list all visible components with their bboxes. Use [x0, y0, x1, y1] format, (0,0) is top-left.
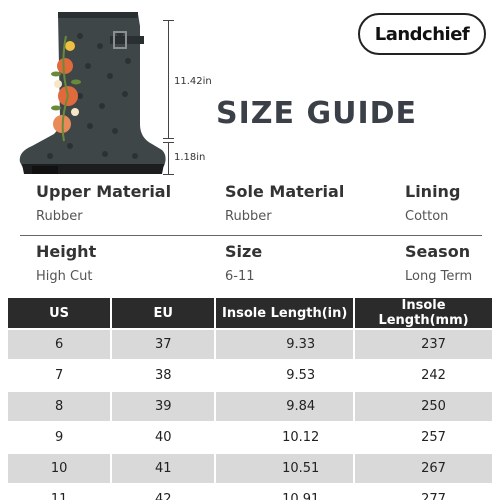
dimension-tick — [163, 138, 174, 139]
spec-upper-material: Upper Material Rubber — [36, 182, 171, 224]
cell-insole-in: 10.51 — [216, 454, 354, 483]
dimension-tick — [163, 174, 174, 175]
cell-insole-mm: 257 — [355, 423, 492, 452]
column-header-us: US — [8, 298, 111, 328]
heel-height-line — [168, 142, 169, 174]
spec-label: Season — [405, 242, 471, 261]
cell-insole-in: 10.12 — [216, 423, 354, 452]
table-row: 6 37 9.33 237 — [8, 330, 492, 359]
cell-eu: 37 — [112, 330, 215, 359]
spec-lining: Lining Cotton — [405, 182, 460, 224]
cell-insole-mm: 250 — [355, 392, 492, 421]
shaft-height-line — [168, 20, 169, 138]
spec-row-fit: Height High Cut Size 6-11 Season Long Te… — [0, 242, 500, 302]
cell-eu: 39 — [112, 392, 215, 421]
cell-eu: 38 — [112, 361, 215, 390]
table-row: 8 39 9.84 250 — [8, 392, 492, 421]
cell-eu: 40 — [112, 423, 215, 452]
size-chart-table: US EU Insole Length(in) Insole Length(mm… — [6, 296, 494, 500]
brand-logo: Landchief — [358, 13, 486, 55]
spec-value: 6-11 — [225, 269, 255, 284]
cell-us: 6 — [8, 330, 111, 359]
spec-season: Season Long Term — [405, 242, 472, 284]
cell-insole-mm: 267 — [355, 454, 492, 483]
spec-value: Cotton — [405, 209, 449, 224]
spec-label: Upper Material — [36, 182, 172, 201]
shaft-height-label: 11.42in — [174, 76, 212, 87]
cell-insole-in: 9.53 — [216, 361, 354, 390]
spec-label: Size — [225, 242, 263, 261]
spec-value: Rubber — [36, 209, 83, 224]
cell-eu: 42 — [112, 485, 215, 500]
cell-us: 7 — [8, 361, 111, 390]
cell-us: 10 — [8, 454, 111, 483]
spec-row-materials: Upper Material Rubber Sole Material Rubb… — [0, 182, 500, 242]
cell-insole-mm: 242 — [355, 361, 492, 390]
spec-value: Long Term — [405, 269, 473, 284]
spec-label: Sole Material — [225, 182, 345, 201]
page-title: SIZE GUIDE — [216, 96, 418, 131]
dimension-tick — [163, 20, 174, 21]
table-row: 11 42 10.91 277 — [8, 485, 492, 500]
spec-value: High Cut — [36, 269, 93, 284]
spec-value: Rubber — [225, 209, 272, 224]
cell-us: 8 — [8, 392, 111, 421]
table-row: 9 40 10.12 257 — [8, 423, 492, 452]
spec-size: Size 6-11 — [225, 242, 262, 284]
cell-insole-mm: 277 — [355, 485, 492, 500]
column-header-insole-in: Insole Length(in) — [216, 298, 354, 328]
cell-insole-in: 10.91 — [216, 485, 354, 500]
spec-label: Lining — [405, 182, 461, 201]
table-header-row: US EU Insole Length(in) Insole Length(mm… — [8, 298, 492, 328]
cell-insole-mm: 237 — [355, 330, 492, 359]
spec-label: Height — [36, 242, 97, 261]
heel-height-label: 1.18in — [174, 152, 206, 163]
spec-divider — [20, 235, 482, 236]
table-row: 10 41 10.51 267 — [8, 454, 492, 483]
cell-insole-in: 9.84 — [216, 392, 354, 421]
spec-height: Height High Cut — [36, 242, 96, 284]
column-header-eu: EU — [112, 298, 215, 328]
rain-boot-image — [10, 6, 170, 176]
cell-us: 9 — [8, 423, 111, 452]
dimension-tick — [163, 142, 174, 143]
cell-eu: 41 — [112, 454, 215, 483]
spec-sole-material: Sole Material Rubber — [225, 182, 344, 224]
cell-insole-in: 9.33 — [216, 330, 354, 359]
table-row: 7 38 9.53 242 — [8, 361, 492, 390]
cell-us: 11 — [8, 485, 111, 500]
column-header-insole-mm: Insole Length(mm) — [355, 298, 492, 328]
